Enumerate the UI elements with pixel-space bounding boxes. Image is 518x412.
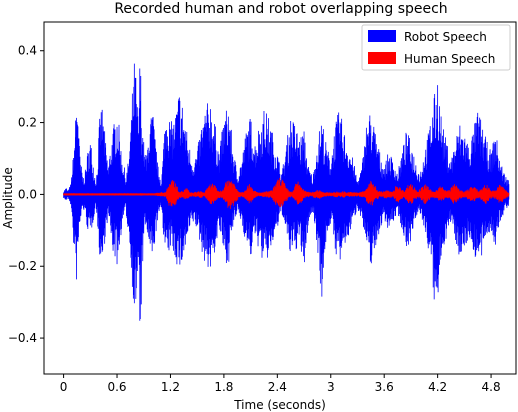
y-tick-label: −0.2	[8, 259, 37, 273]
legend-box	[361, 24, 511, 71]
x-tick-label: 4.8	[482, 380, 501, 394]
x-tick-label: 3.6	[375, 380, 394, 394]
legend-swatch-human	[368, 52, 396, 64]
series-robot-speech	[63, 63, 510, 321]
y-tick-label: 0.4	[18, 44, 37, 58]
legend-label-human: Human Speech	[404, 52, 495, 66]
x-tick-label: 1.8	[214, 380, 233, 394]
x-tick-label: 0.6	[107, 380, 126, 394]
x-tick-label: 3	[327, 380, 335, 394]
legend-swatch-robot	[368, 30, 396, 42]
legend: Robot Speech Human Speech	[361, 24, 511, 71]
x-axis-label: Time (seconds)	[233, 398, 326, 412]
x-axis: 0 0.6 1.2 1.8 2.4 3 3.6 4.2 4.8	[60, 374, 501, 394]
x-tick-label: 1.2	[161, 380, 180, 394]
y-tick-label: 0.0	[18, 187, 37, 201]
legend-label-robot: Robot Speech	[404, 30, 487, 44]
x-tick-label: 4.2	[428, 380, 447, 394]
plot-area-frame	[43, 21, 517, 375]
chart-title: Recorded human and robot overlapping spe…	[114, 1, 447, 17]
y-tick-label: −0.4	[8, 331, 37, 345]
y-tick-label: 0.2	[18, 116, 37, 130]
x-tick-label: 0	[60, 380, 68, 394]
y-axis: −0.4 −0.2 0.0 0.2 0.4	[8, 44, 44, 345]
series-layer	[63, 63, 510, 321]
y-axis-label: Amplitude	[1, 167, 15, 229]
x-tick-label: 2.4	[268, 380, 287, 394]
